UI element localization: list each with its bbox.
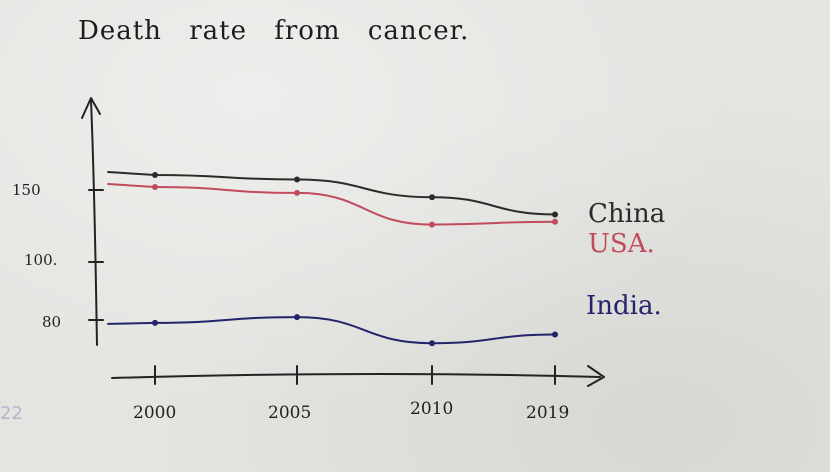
data-point (552, 218, 558, 225)
x-tick-label: 2005 (268, 403, 311, 423)
data-point (294, 314, 300, 321)
data-point (294, 176, 300, 183)
chart-title: Death rate from cancer. (78, 16, 470, 46)
data-point (552, 211, 558, 218)
data-point (429, 194, 435, 201)
series-label: USA. (588, 229, 655, 259)
data-point (152, 184, 158, 190)
margin-mark: 22 (0, 403, 23, 424)
series-label: India. (586, 291, 662, 321)
x-axis-arrow (587, 365, 605, 387)
x-axis-line (111, 373, 601, 379)
x-tick-label: 2010 (410, 399, 453, 419)
data-point (152, 172, 158, 178)
axes-layer: 150 100. 80 2000 2005 2010 2019 (12, 97, 605, 423)
data-point (429, 221, 435, 228)
data-point (152, 319, 158, 326)
y-tick-label: 150 (12, 181, 41, 199)
data-point (429, 340, 435, 347)
series-label: China (588, 199, 665, 229)
series-line (107, 316, 556, 345)
series-line (107, 171, 556, 216)
y-axis-arrow (81, 97, 101, 119)
y-tick-label: 100. (24, 251, 57, 269)
series-layer (107, 171, 558, 347)
data-point (552, 331, 558, 338)
x-tick-label: 2000 (133, 403, 176, 423)
x-tick-label: 2019 (526, 403, 569, 423)
y-axis-line (90, 99, 98, 346)
y-tick-label: 80 (42, 313, 61, 331)
data-point (294, 189, 300, 196)
